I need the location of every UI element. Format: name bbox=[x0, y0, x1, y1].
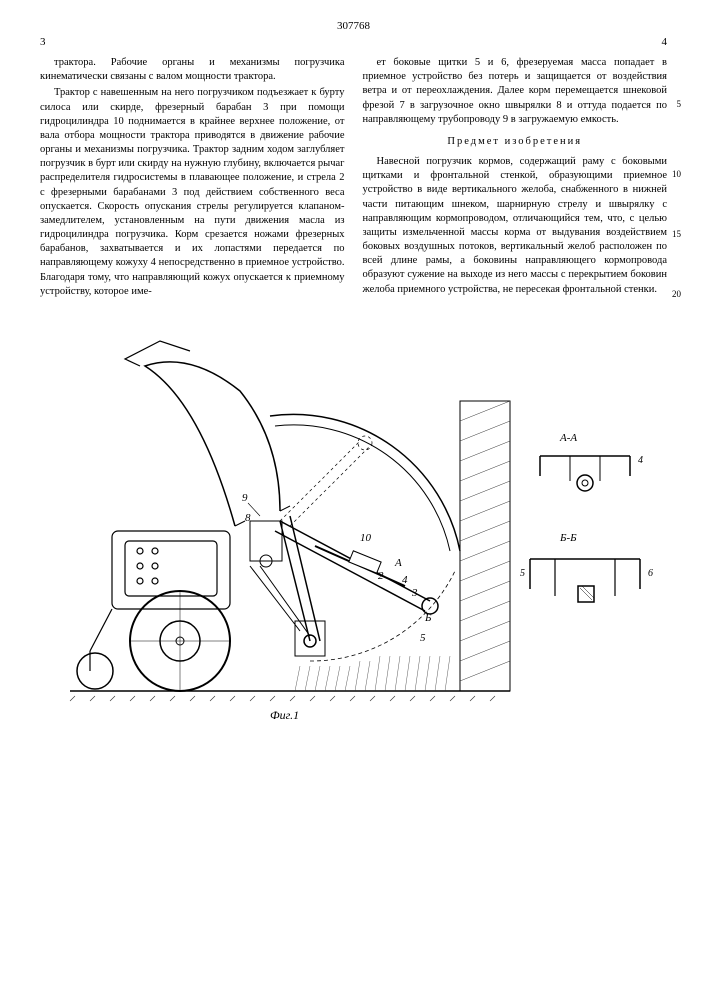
section-title: Предмет изобретения bbox=[363, 135, 668, 149]
left-p2: Трактор с навешенным на него погрузчиком… bbox=[40, 86, 345, 299]
line-num-10: 10 bbox=[672, 168, 681, 180]
doc-number: 307768 bbox=[40, 20, 667, 32]
svg-text:3: 3 bbox=[411, 587, 418, 599]
svg-text:4: 4 bbox=[638, 455, 643, 466]
right-p2: Навесной погрузчик кормов, содержащий ра… bbox=[363, 155, 668, 297]
svg-text:Фиг.1: Фиг.1 bbox=[270, 708, 299, 722]
svg-text:6: 6 bbox=[648, 568, 653, 579]
svg-text:А: А bbox=[394, 557, 402, 569]
page-right: 4 bbox=[662, 36, 668, 48]
left-column: трактора. Рабочие органы и механизмы пог… bbox=[40, 56, 345, 301]
svg-text:9: 9 bbox=[242, 492, 248, 504]
svg-text:10: 10 bbox=[360, 532, 372, 544]
boom bbox=[275, 516, 438, 647]
line-num-5: 5 bbox=[677, 98, 682, 110]
text-columns: трактора. Рабочие органы и механизмы пог… bbox=[40, 56, 667, 301]
page-left: 3 bbox=[40, 36, 46, 48]
silage-wall bbox=[460, 401, 510, 691]
section-aa: А-А 4 bbox=[540, 432, 643, 491]
callouts: 9 8 10 А 4 3 Б 2 5 bbox=[242, 492, 432, 644]
right-p1: ет боковые щитки 5 и 6, фрезеруемая масс… bbox=[363, 56, 668, 127]
svg-text:8: 8 bbox=[245, 512, 251, 524]
guide-pipe bbox=[145, 362, 280, 526]
svg-text:Б-Б: Б-Б bbox=[559, 532, 577, 544]
line-num-15: 15 bbox=[672, 228, 681, 240]
svg-text:А-А: А-А bbox=[559, 432, 577, 444]
svg-text:2: 2 bbox=[378, 570, 384, 582]
svg-text:Б: Б bbox=[424, 612, 432, 624]
svg-text:4: 4 bbox=[402, 574, 408, 586]
section-bb: Б-Б 5 6 bbox=[520, 532, 653, 602]
svg-text:5: 5 bbox=[420, 632, 426, 644]
svg-text:5: 5 bbox=[520, 568, 525, 579]
figure-svg: 9 8 10 А 4 3 Б 2 5 Фиг.1 А-А bbox=[50, 321, 670, 751]
line-num-20: 20 bbox=[672, 288, 681, 300]
left-p1: трактора. Рабочие органы и механизмы пог… bbox=[40, 56, 345, 84]
right-column: 5 10 15 20 ет боковые щитки 5 и 6, фрезе… bbox=[363, 56, 668, 301]
figure-area: 9 8 10 А 4 3 Б 2 5 Фиг.1 А-А bbox=[40, 321, 667, 756]
